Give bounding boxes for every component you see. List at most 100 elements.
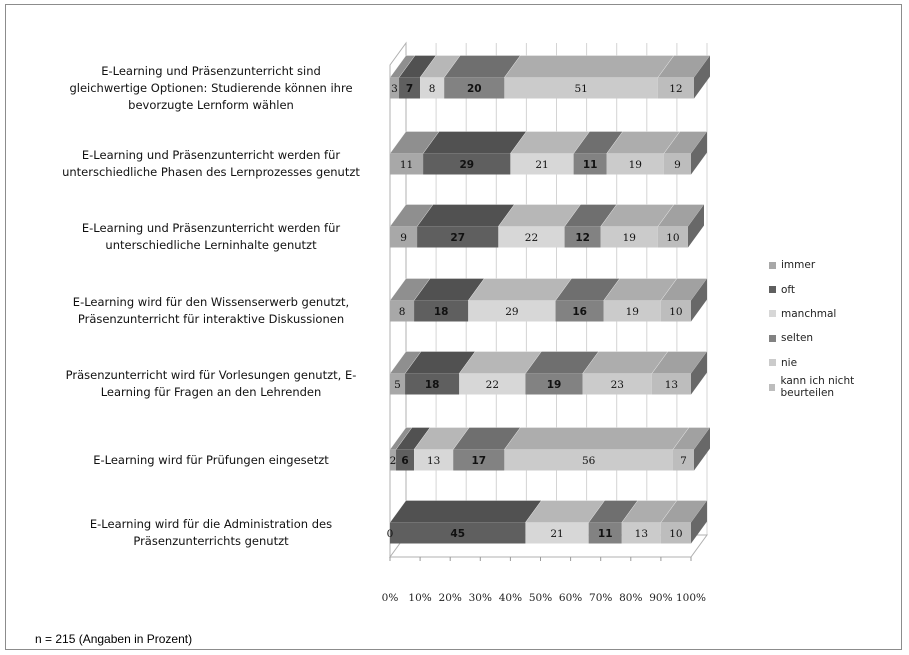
data-label: 51 (574, 83, 587, 95)
bar-front-face (390, 373, 406, 395)
bar-front-face (399, 77, 421, 99)
bar-side-face (694, 427, 711, 471)
bar-front-face (582, 373, 652, 395)
bar-front-face (390, 226, 418, 248)
bar-segment (389, 500, 542, 544)
bar-front-face (453, 449, 505, 471)
data-label: 10 (669, 528, 682, 540)
bar-segment (606, 131, 681, 175)
data-label: 16 (572, 306, 587, 318)
bar-front-face (660, 300, 691, 322)
bar-segment (389, 278, 431, 322)
legend-item: oft (769, 277, 901, 301)
category-label-line: E-Learning und Präsenzunterricht werden … (81, 148, 341, 162)
category-label-line: E-Learning wird für den Wissenserwerb ge… (72, 295, 350, 309)
bar-segment (458, 351, 542, 395)
legend: immer oft manchmal selten nie kann ich nicht … (769, 253, 901, 399)
bar-front-face (651, 373, 691, 395)
data-label: 13 (635, 528, 648, 540)
data-label: 29 (459, 159, 474, 171)
bar-segment (419, 55, 461, 99)
bar-segment (603, 278, 678, 322)
category-label: E-Learning und Präsenzunterricht werden … (46, 147, 376, 181)
data-label: 18 (425, 379, 440, 391)
category-label-line: unterschiedliche Phasen des Lernprozesse… (62, 165, 360, 179)
data-label: 10 (666, 232, 679, 244)
bar-segment (395, 427, 431, 471)
bar-side-face (694, 55, 711, 99)
bar-front-face (573, 153, 607, 175)
x-tick-label: 70% (589, 592, 612, 604)
legend-item: kann ich nicht beurteilen (769, 375, 901, 399)
bar-front-face (555, 300, 604, 322)
legend-label: kann ich nicht beurteilen (780, 375, 855, 400)
legend-item: manchmal (769, 302, 901, 326)
legend-swatch (769, 286, 776, 294)
data-label: 29 (505, 306, 518, 318)
x-tick-label: 100% (676, 592, 706, 604)
bar-segment (555, 278, 621, 322)
bar-front-face (468, 300, 556, 322)
data-label: 21 (535, 159, 548, 171)
data-label: 17 (471, 455, 486, 467)
bar-front-face (417, 226, 499, 248)
bar-segment (573, 131, 624, 175)
bar-side-face (691, 278, 707, 322)
bar-segment (510, 131, 590, 175)
bar-segment (525, 351, 599, 395)
x-tick-label: 0% (382, 592, 399, 604)
bar-front-face (657, 77, 695, 99)
x-tick-label: 80% (619, 592, 642, 604)
data-label: 2 (390, 455, 397, 467)
data-label: 56 (582, 455, 596, 467)
bar-front-face (420, 77, 445, 99)
bar-segment (498, 204, 581, 248)
bar-front-face (672, 449, 695, 471)
bar-segment (651, 351, 708, 395)
category-label: E-Learning und Präsenzunterricht werden … (46, 220, 376, 254)
bar-front-face (423, 153, 511, 175)
bar-segment (525, 500, 605, 544)
bar-front-face (606, 153, 664, 175)
legend-item: nie (769, 351, 901, 375)
data-label: 18 (434, 306, 449, 318)
category-label-line: Präsenzunterrichts genutzt (133, 534, 289, 548)
data-label: 22 (525, 232, 538, 244)
category-label-line: unterschiedliche Lerninhalte genutzt (105, 238, 317, 252)
category-label: E-Learning und Präsenzunterricht sind gle… (46, 63, 376, 114)
bar-side-face (691, 500, 707, 544)
data-label: 6 (401, 455, 408, 467)
chart-frame: 0% 10% 20% 30% 40% 50% 60% 70% 80% 90% 100% 3 7 8 20 51… (5, 4, 902, 650)
bar-top-face (422, 131, 527, 154)
bar-segment (422, 131, 527, 175)
bar-top-face (504, 55, 675, 78)
bar-segment (672, 427, 711, 471)
bar-front-face (504, 449, 673, 471)
bar-front-face (564, 226, 601, 248)
bar-segment (588, 500, 639, 544)
legend-swatch (769, 310, 776, 318)
bar-side-face (691, 351, 707, 395)
x-tick-label: 40% (499, 592, 522, 604)
data-label: 7 (406, 83, 413, 95)
x-tick-label: 50% (529, 592, 552, 604)
bar-top-face (467, 278, 572, 301)
bar-front-face (414, 300, 469, 322)
bar-front-face (390, 449, 397, 471)
bar-front-face (459, 373, 526, 395)
data-label: 9 (674, 159, 681, 171)
bar-segment (389, 204, 434, 248)
x-tick-label: 90% (649, 592, 672, 604)
bar-top-face (504, 427, 690, 450)
data-label: 19 (547, 379, 562, 391)
data-label: 13 (427, 455, 440, 467)
legend-item: immer (769, 253, 901, 277)
data-label: 21 (550, 528, 563, 540)
bar-front-face (603, 300, 661, 322)
legend-label: oft (781, 283, 796, 296)
bar-side-face (687, 204, 704, 248)
data-label: 27 (450, 232, 465, 244)
bar-front-face (444, 77, 505, 99)
bar-segment (404, 351, 476, 395)
data-label: 10 (669, 306, 682, 318)
